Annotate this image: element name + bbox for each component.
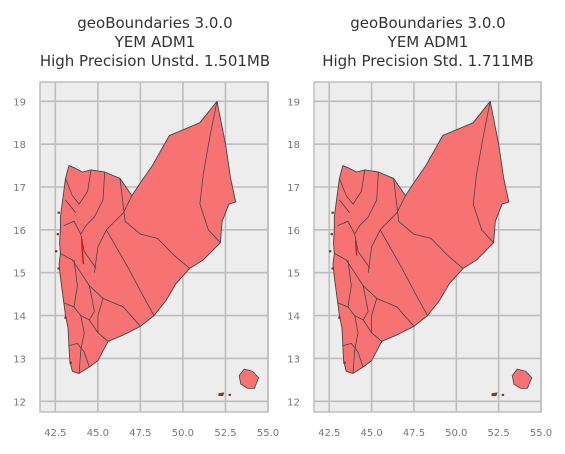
left-y-tick-label: 17 xyxy=(13,183,26,194)
right-title-line-1: geoBoundaries 3.0.0 xyxy=(350,14,506,32)
right-frame xyxy=(313,81,542,413)
right-x-tick-label: 52.5 xyxy=(488,428,510,439)
right-islet xyxy=(501,393,505,396)
right-small-island xyxy=(491,392,498,397)
right-y-tick-label: 12 xyxy=(287,397,300,408)
left-y-tick-label: 14 xyxy=(13,312,26,323)
left-islet xyxy=(228,393,231,396)
right-x-tick-label: 50.0 xyxy=(445,428,467,439)
left-title-line-3: High Precision Unstd. 1.501MB xyxy=(39,52,271,70)
right-map-panel: 42.5 45.0 47.5 50.0 52.5 55.0 19 18 17 16 15 14 13 12 xyxy=(287,81,552,439)
left-adm1-boundary xyxy=(73,259,78,308)
left-y-tick-label: 12 xyxy=(13,397,26,408)
right-title-line-3: High Precision Std. 1.711MB xyxy=(322,52,534,70)
right-x-tick-label: 45.0 xyxy=(360,428,382,439)
right-adm1-boundary xyxy=(347,259,352,308)
right-islet xyxy=(328,250,332,253)
left-islet xyxy=(57,211,60,214)
right-islet xyxy=(338,316,341,319)
right-y-tick-label: 18 xyxy=(287,140,300,151)
right-x-tick-label: 47.5 xyxy=(403,428,425,439)
right-adm1-boundary xyxy=(339,199,350,213)
left-islet xyxy=(69,361,72,364)
left-x-tick-label: 55.0 xyxy=(257,428,279,439)
right-title-line-2: YEM ADM1 xyxy=(387,33,469,51)
left-title-line-2: YEM ADM1 xyxy=(114,33,196,51)
right-yemen-shape xyxy=(332,100,510,374)
left-adm1-boundary xyxy=(68,342,90,368)
right-y-tick-label: 17 xyxy=(287,183,300,194)
right-adm1-boundary xyxy=(393,178,464,269)
right-x-tick-label: 42.5 xyxy=(318,428,340,439)
left-adm1-boundary xyxy=(65,199,77,213)
right-y-tick-label: 15 xyxy=(287,269,300,280)
left-adm1-boundary xyxy=(119,178,190,269)
left-y-tick-label: 13 xyxy=(13,354,26,365)
right-islet xyxy=(343,361,346,364)
right-adm1-boundary xyxy=(337,302,383,342)
left-small-island xyxy=(218,392,225,397)
right-x-tick-label: 55.0 xyxy=(530,428,552,439)
left-title-line-1: geoBoundaries 3.0.0 xyxy=(77,14,233,32)
right-adm1-boundary xyxy=(337,220,371,269)
right-y-tick-label: 14 xyxy=(287,312,300,323)
left-y-tick-label: 19 xyxy=(13,97,26,108)
right-islet xyxy=(331,211,334,214)
left-islet xyxy=(54,250,58,253)
left-islet xyxy=(64,316,67,319)
right-adm1-boundary xyxy=(362,285,369,321)
left-socotra-island xyxy=(238,368,260,389)
left-adm1-boundaries xyxy=(60,101,221,374)
right-islet xyxy=(330,233,333,236)
left-map-panel: 42.5 45.0 47.5 50.0 52.5 55.0 19 18 17 16 15 14 13 12 xyxy=(13,81,279,439)
right-boundary-detail xyxy=(354,240,358,256)
right-map-title: geoBoundaries 3.0.0 YEM ADM1 High Precis… xyxy=(293,14,563,71)
right-adm1-boundary xyxy=(472,101,494,243)
left-x-tick-label: 52.5 xyxy=(214,428,236,439)
right-adm1-boundary xyxy=(352,315,359,374)
left-adm1-boundary xyxy=(78,315,85,374)
left-map-title: geoBoundaries 3.0.0 YEM ADM1 High Precis… xyxy=(20,14,290,71)
left-y-tick-label: 18 xyxy=(13,140,26,151)
left-adm1-boundary xyxy=(63,220,97,269)
left-islet xyxy=(57,267,60,270)
left-x-tick-label: 42.5 xyxy=(44,428,66,439)
right-y-tick-label: 19 xyxy=(287,97,300,108)
left-adm1-boundary xyxy=(65,169,92,205)
right-adm1-boundaries xyxy=(334,101,494,374)
left-adm1-boundary xyxy=(199,101,221,243)
right-adm1-boundary xyxy=(379,229,428,316)
left-x-tick-label: 47.5 xyxy=(129,428,151,439)
left-islet xyxy=(56,233,60,236)
right-adm1-boundary xyxy=(354,171,379,235)
right-socotra-island xyxy=(511,368,533,389)
left-boundary-detail xyxy=(80,238,85,265)
left-y-tick-label: 16 xyxy=(13,226,26,237)
left-x-tick-label: 50.0 xyxy=(172,428,194,439)
right-adm1-boundary xyxy=(339,169,366,205)
left-yemen-shape xyxy=(58,100,237,374)
left-adm1-boundary xyxy=(80,171,106,235)
left-adm1-boundary xyxy=(106,229,155,316)
right-y-tick-label: 16 xyxy=(287,226,300,237)
left-adm1-boundary xyxy=(88,285,95,321)
right-y-tick-label: 13 xyxy=(287,354,300,365)
right-adm1-boundary xyxy=(342,342,364,368)
left-frame xyxy=(39,81,269,413)
left-x-tick-label: 45.0 xyxy=(87,428,109,439)
right-adm1-boundary xyxy=(371,298,378,333)
left-adm1-boundary xyxy=(63,302,109,342)
right-islet xyxy=(331,267,334,270)
left-y-tick-label: 15 xyxy=(13,269,26,280)
left-adm1-boundary xyxy=(97,298,104,333)
